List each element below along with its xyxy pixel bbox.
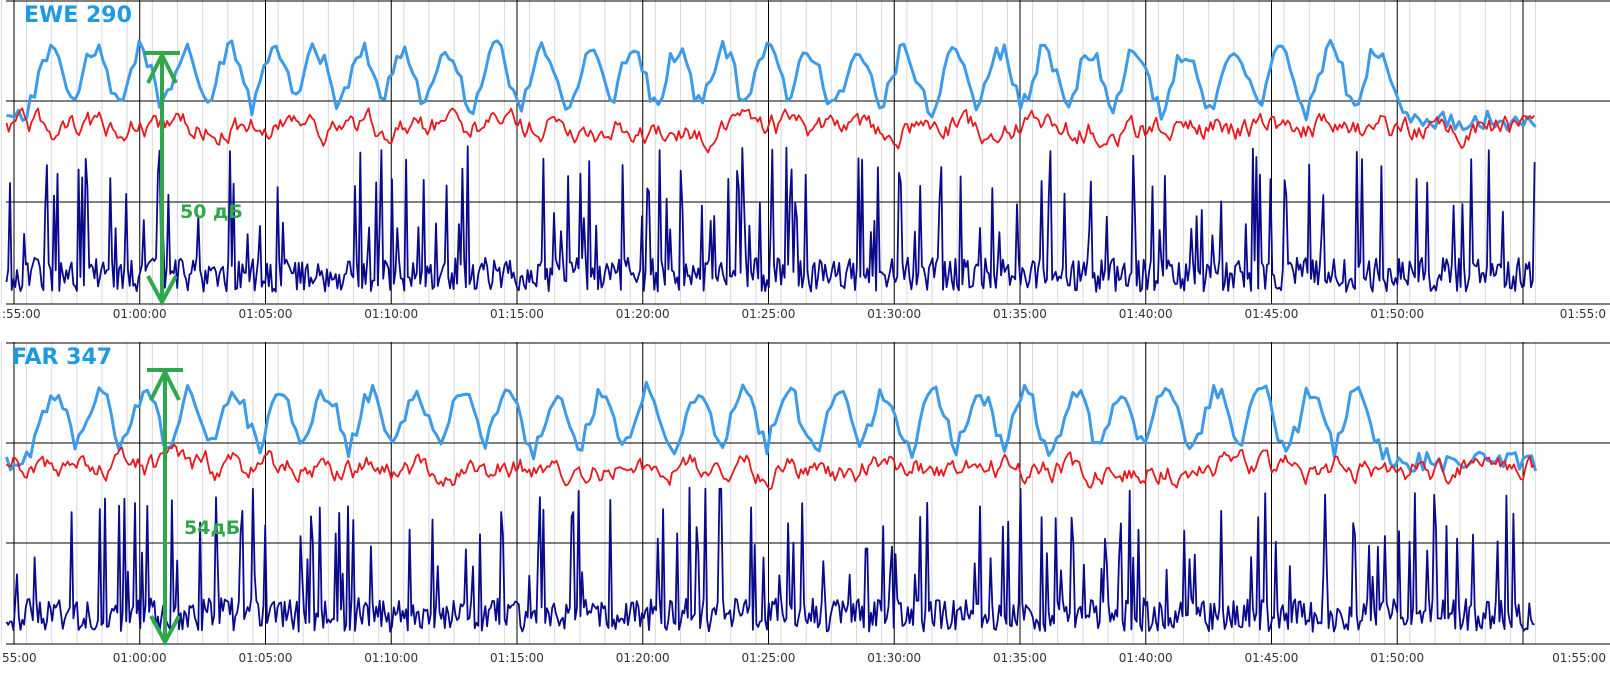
series-line <box>5 107 1536 154</box>
x-tick-label: 01:50:00 <box>1370 651 1424 665</box>
x-tick-label: 01:30:00 <box>867 651 921 665</box>
annotation-group: 50 дБ <box>144 50 243 307</box>
x-tick-label: 01:45:00 <box>1245 651 1299 665</box>
x-tick-label: 01:35:00 <box>993 651 1047 665</box>
x-tick-label: 01:15:00 <box>490 651 544 665</box>
x-tick-label: 01:00:00 <box>113 651 167 665</box>
annotation-label: 54дБ <box>184 517 240 539</box>
x-tick-label: 01:20:00 <box>616 651 670 665</box>
x-axis-tick-labels: 55:00 01:00:00 01:05:00 01:10:00 01:15:00 01:… <box>2 651 1606 665</box>
panel-title: EWE 290 <box>24 3 132 28</box>
panel-far-347: 55:00 01:00:00 01:05:00 01:10:00 01:15:00 01:… <box>0 342 1610 665</box>
x-tick-label: :55:00 <box>2 307 41 321</box>
x-tick-label: 01:55:00 <box>1552 651 1606 665</box>
series-layer <box>5 38 1537 293</box>
x-tick-label: 01:50:00 <box>1370 307 1424 321</box>
panel-ewe-290: :55:00 01:00:00 01:05:00 01:10:00 01:15:00 01… <box>0 0 1610 321</box>
series-line <box>5 145 1536 293</box>
series-line <box>5 443 1535 491</box>
x-tick-label: 01:25:00 <box>742 307 796 321</box>
x-tick-label: 01:35:00 <box>993 307 1047 321</box>
x-axis-tick-labels: :55:00 01:00:00 01:05:00 01:10:00 01:15:00 01… <box>2 307 1606 321</box>
annotation-arrow-head-down <box>149 615 181 647</box>
x-tick-label: 01:10:00 <box>364 307 418 321</box>
x-tick-label: 01:55:0 <box>1560 307 1606 321</box>
annotation-arrow-head-down <box>146 275 178 307</box>
x-tick-label: 01:45:00 <box>1245 307 1299 321</box>
x-tick-label: 55:00 <box>2 651 37 665</box>
x-tick-label: 01:15:00 <box>490 307 544 321</box>
series-line <box>5 486 1535 633</box>
annotation-group: 54дБ <box>147 367 240 647</box>
x-tick-label: 01:20:00 <box>616 307 670 321</box>
x-tick-label: 01:40:00 <box>1119 307 1173 321</box>
annotation-arrow-head-up <box>146 50 178 84</box>
x-tick-label: 01:25:00 <box>742 651 796 665</box>
annotation-label: 50 дБ <box>180 201 243 223</box>
major-gridlines <box>6 342 1610 645</box>
panel-title: FAR 347 <box>12 345 112 370</box>
x-tick-label: 01:05:00 <box>239 307 293 321</box>
series-line <box>6 38 1537 132</box>
series-line <box>5 380 1538 473</box>
x-tick-label: 01:10:00 <box>364 651 418 665</box>
major-gridlines <box>6 0 1610 305</box>
x-tick-label: 01:00:00 <box>113 307 167 321</box>
annotation-arrow-head-up <box>149 367 181 401</box>
x-tick-label: 01:30:00 <box>867 307 921 321</box>
x-tick-label: 01:40:00 <box>1119 651 1173 665</box>
series-layer <box>5 380 1538 633</box>
x-tick-label: 01:05:00 <box>239 651 293 665</box>
